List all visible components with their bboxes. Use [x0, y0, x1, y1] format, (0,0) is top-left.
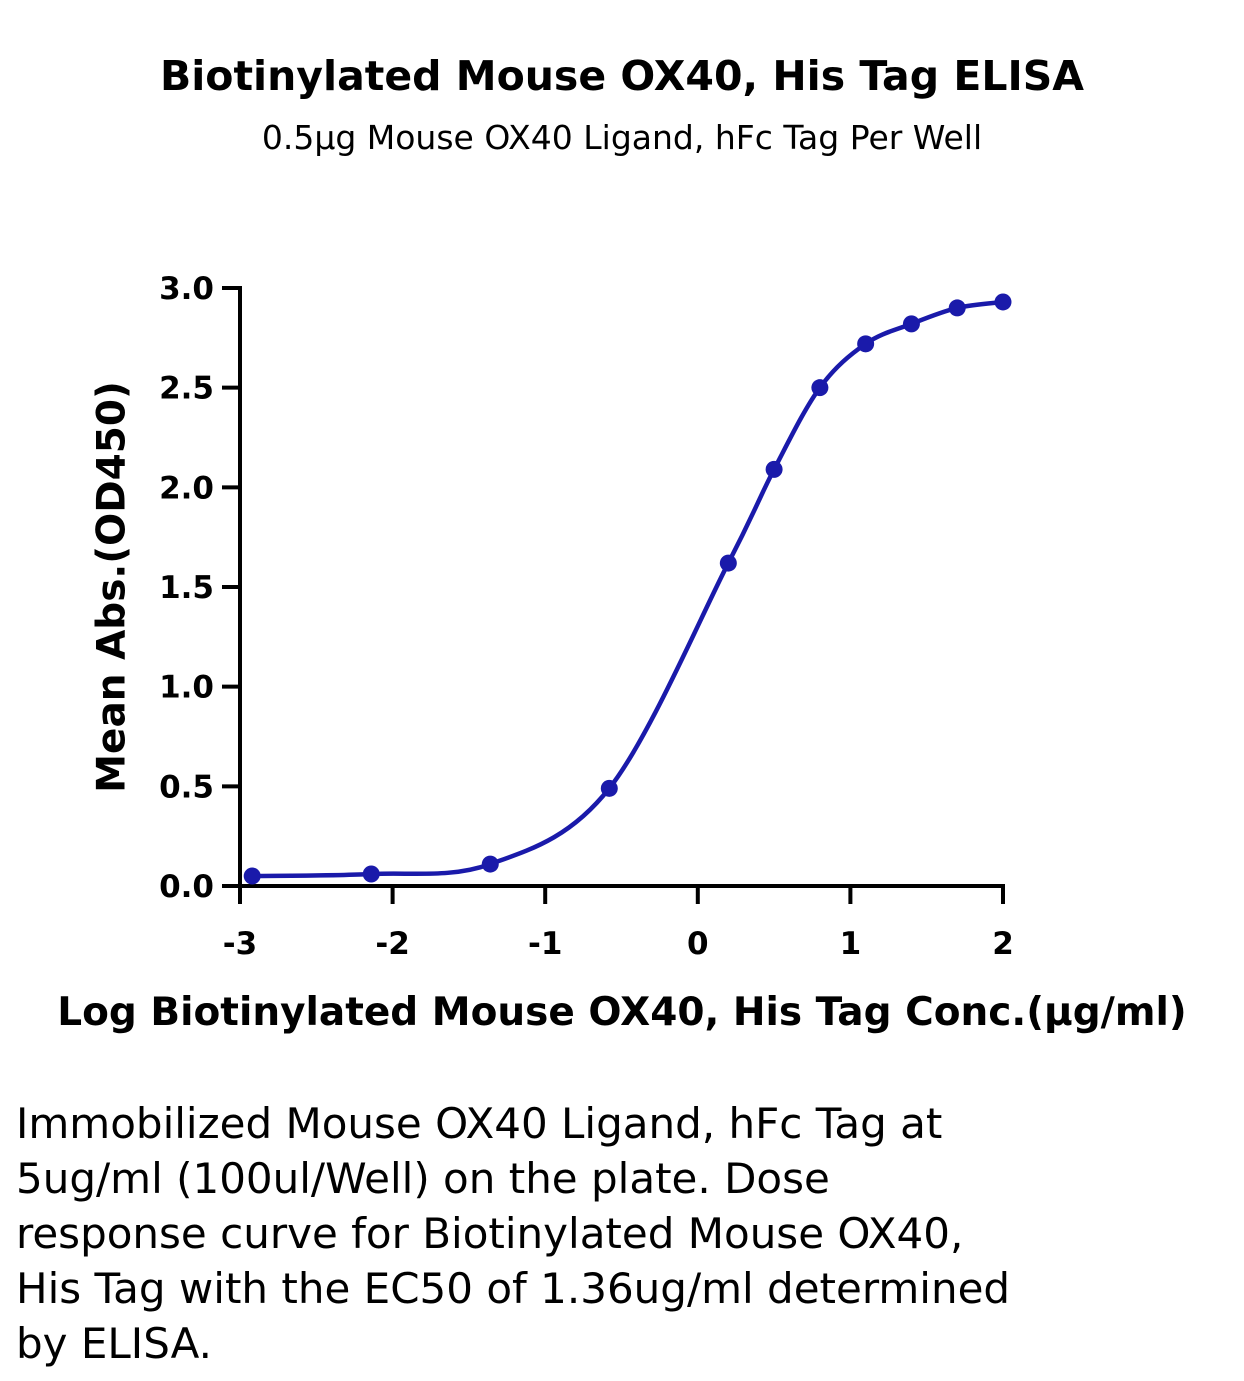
x-axis-label: Log Biotinylated Mouse OX40, His Tag Con…: [57, 990, 1187, 1035]
data-point: [765, 460, 783, 478]
fit-curve: [252, 299, 1004, 879]
y-tick-label: 3.0: [159, 271, 214, 307]
x-tick-label: 0: [687, 926, 709, 962]
data-point: [902, 315, 920, 333]
x-tick-label: -2: [375, 926, 409, 962]
x-tick-label: 1: [840, 926, 862, 962]
y-tick-label: 0.0: [159, 869, 214, 905]
data-point: [719, 554, 737, 572]
data-point: [857, 335, 875, 353]
data-point: [994, 293, 1012, 311]
data-points-layer: [243, 293, 1012, 885]
chart-title: Biotinylated Mouse OX40, His Tag ELISA: [159, 52, 1084, 100]
data-point: [243, 867, 261, 885]
figure-caption: Immobilized Mouse OX40 Ligand, hFc Tag a…: [16, 1099, 1011, 1368]
axes: 0.0 0.5 1.0 1.5 2.0 2.5 3.0 -3 -2 -1 0 1 2: [159, 271, 1014, 962]
y-axis-label: Mean Abs.(OD450): [89, 381, 135, 793]
fit-curve-layer: [252, 299, 1004, 879]
chart-subtitle: 0.5μg Mouse OX40 Ligand, hFc Tag Per Wel…: [261, 118, 983, 157]
data-point: [362, 865, 380, 883]
data-point: [600, 779, 618, 797]
plot-area: 0.0 0.5 1.0 1.5 2.0 2.5 3.0 -3 -2 -1 0 1 2: [159, 271, 1014, 962]
data-point: [948, 299, 966, 317]
x-tick-label: -1: [528, 926, 562, 962]
y-tick-label: 0.5: [159, 769, 214, 805]
y-tick-label: 2.0: [159, 470, 214, 506]
data-point: [811, 379, 829, 397]
data-point: [481, 855, 499, 873]
x-tick-label: 2: [992, 926, 1014, 962]
y-tick-label: 1.5: [159, 570, 214, 606]
y-tick-label: 1.0: [159, 670, 214, 706]
y-tick-label: 2.5: [159, 371, 214, 407]
x-tick-label: -3: [223, 926, 257, 962]
